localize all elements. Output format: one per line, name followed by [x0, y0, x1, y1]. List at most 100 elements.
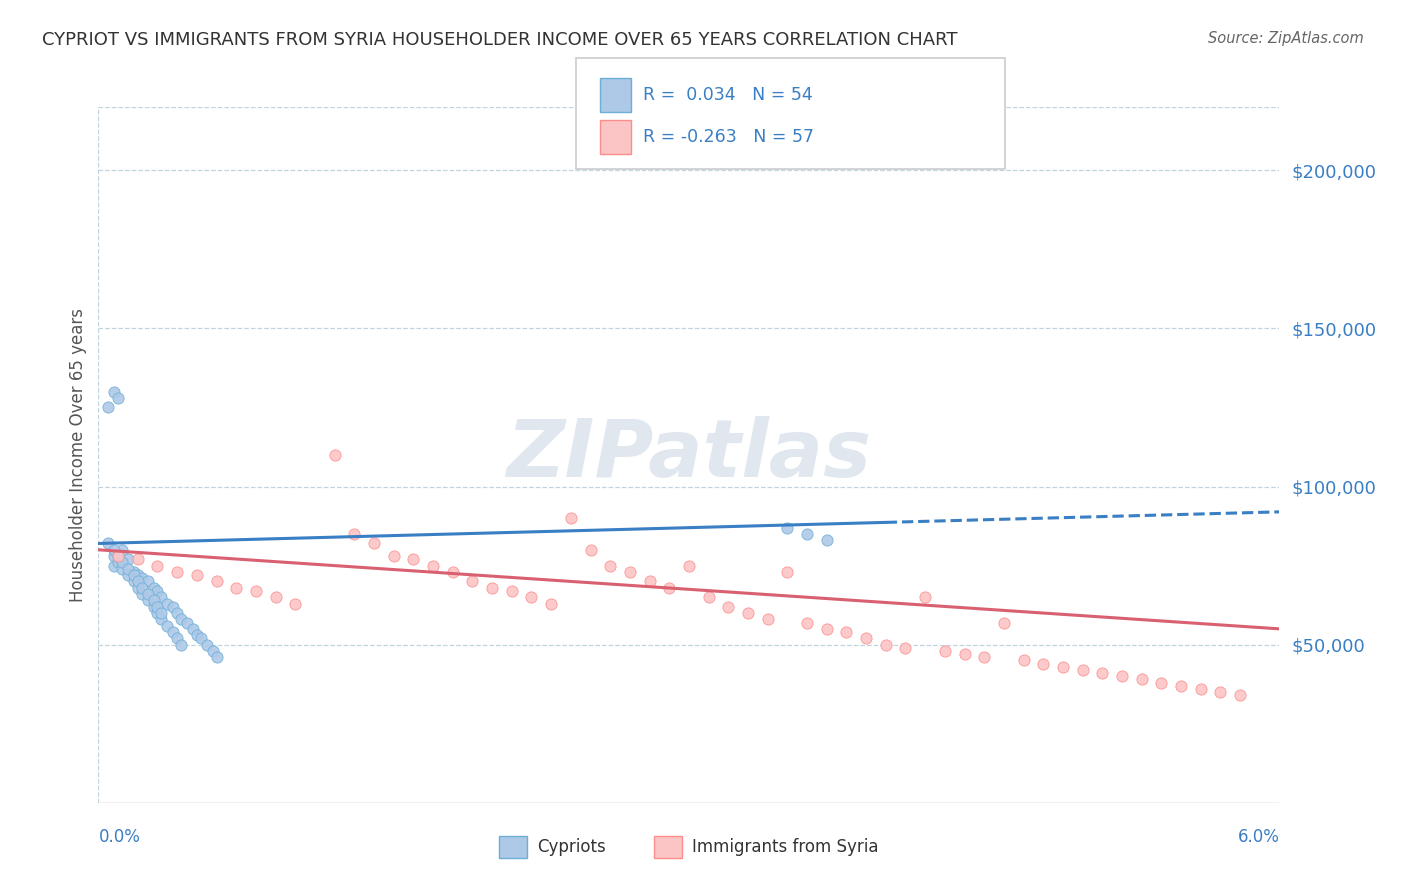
Point	[107, 391, 129, 405]
Point	[560, 511, 582, 525]
Text: R = -0.263   N = 57: R = -0.263 N = 57	[643, 128, 814, 146]
Point	[146, 583, 169, 598]
Point	[1111, 669, 1133, 683]
Point	[107, 549, 129, 563]
Text: Immigrants from Syria: Immigrants from Syria	[692, 838, 879, 855]
Point	[678, 558, 700, 573]
Point	[146, 599, 169, 614]
Point	[717, 599, 740, 614]
Point	[186, 568, 208, 582]
Point	[103, 549, 125, 563]
Point	[638, 574, 661, 589]
Point	[835, 625, 858, 640]
Point	[117, 562, 139, 576]
Point	[914, 591, 936, 605]
Point	[993, 615, 1015, 630]
Point	[127, 568, 149, 582]
Point	[225, 581, 247, 595]
Point	[815, 622, 838, 636]
Point	[142, 599, 165, 614]
Point	[166, 565, 188, 579]
Point	[363, 536, 385, 550]
Point	[122, 568, 145, 582]
Point	[117, 552, 139, 566]
Point	[103, 558, 125, 573]
Point	[540, 597, 562, 611]
Text: Cypriots: Cypriots	[537, 838, 606, 855]
Point	[1189, 681, 1212, 696]
Point	[117, 568, 139, 582]
Point	[162, 625, 184, 640]
Point	[131, 581, 153, 595]
Point	[146, 606, 169, 620]
Point	[136, 593, 159, 607]
Point	[111, 542, 134, 557]
Text: 0.0%: 0.0%	[98, 828, 141, 846]
Point	[1091, 666, 1114, 681]
Point	[181, 622, 204, 636]
Point	[441, 565, 464, 579]
Point	[170, 612, 193, 626]
Point	[97, 536, 120, 550]
Point	[855, 632, 877, 646]
Point	[205, 650, 228, 665]
Point	[136, 574, 159, 589]
Point	[245, 583, 267, 598]
Point	[1032, 657, 1054, 671]
Point	[422, 558, 444, 573]
Point	[156, 618, 179, 632]
Point	[150, 612, 173, 626]
Point	[111, 562, 134, 576]
Point	[1170, 679, 1192, 693]
Text: Source: ZipAtlas.com: Source: ZipAtlas.com	[1208, 31, 1364, 46]
Point	[796, 615, 818, 630]
Point	[501, 583, 523, 598]
Point	[1150, 675, 1173, 690]
Y-axis label: Householder Income Over 65 years: Householder Income Over 65 years	[69, 308, 87, 602]
Point	[156, 597, 179, 611]
Text: 6.0%: 6.0%	[1237, 828, 1279, 846]
Point	[107, 556, 129, 570]
Point	[142, 581, 165, 595]
Point	[201, 644, 224, 658]
Point	[264, 591, 287, 605]
Point	[205, 574, 228, 589]
Point	[176, 615, 198, 630]
Point	[127, 552, 149, 566]
Point	[190, 632, 212, 646]
Point	[382, 549, 405, 563]
Point	[1071, 663, 1094, 677]
Point	[150, 606, 173, 620]
Point	[1052, 660, 1074, 674]
Point	[934, 644, 956, 658]
Point	[1209, 685, 1232, 699]
Text: ZIPatlas: ZIPatlas	[506, 416, 872, 494]
Point	[166, 606, 188, 620]
Point	[97, 401, 120, 415]
Point	[776, 565, 799, 579]
Point	[579, 542, 602, 557]
Point	[343, 527, 366, 541]
Point	[103, 542, 125, 557]
Point	[520, 591, 543, 605]
Point	[166, 632, 188, 646]
Point	[103, 384, 125, 399]
Point	[875, 638, 897, 652]
Point	[1130, 673, 1153, 687]
Point	[136, 587, 159, 601]
Point	[973, 650, 995, 665]
Point	[150, 591, 173, 605]
Point	[481, 581, 503, 595]
Point	[131, 571, 153, 585]
Point	[142, 593, 165, 607]
Point	[131, 587, 153, 601]
Point	[737, 606, 759, 620]
Point	[1229, 688, 1251, 702]
Point	[122, 574, 145, 589]
Point	[756, 612, 779, 626]
Point	[1012, 653, 1035, 667]
Text: R =  0.034   N = 54: R = 0.034 N = 54	[643, 86, 813, 103]
Point	[284, 597, 307, 611]
Point	[170, 638, 193, 652]
Point	[127, 574, 149, 589]
